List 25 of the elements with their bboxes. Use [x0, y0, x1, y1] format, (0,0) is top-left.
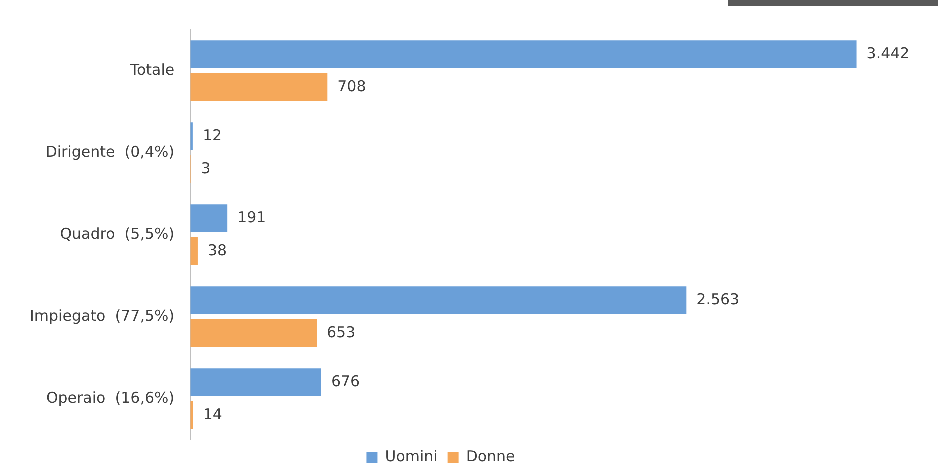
data-label: 14 [203, 405, 222, 424]
y-tick-label: Dirigente (0,4%) [46, 142, 175, 161]
bar [190, 237, 198, 266]
legend-label: Uomini [385, 447, 438, 466]
bar [190, 204, 228, 233]
bar [190, 319, 317, 348]
legend-label: Donne [466, 447, 516, 466]
y-tick-label: Totale [129, 60, 175, 79]
data-label: 191 [238, 208, 266, 226]
data-label: 2.563 [696, 290, 740, 308]
data-label: 38 [208, 241, 228, 260]
bar [190, 286, 687, 315]
data-label: 12 [202, 126, 222, 144]
bar [190, 40, 857, 69]
y-tick-label: Operaio (16,6%) [46, 388, 175, 407]
bar [190, 401, 194, 430]
y-tick-label: Quadro (5,5%) [60, 224, 175, 243]
data-label: 653 [326, 323, 356, 342]
bar [190, 73, 328, 102]
y-tick-label: Impiegato (77,5%) [30, 306, 175, 325]
data-label: 3.442 [866, 44, 910, 62]
data-label: 708 [338, 77, 366, 96]
data-label: 3 [201, 159, 211, 178]
data-label: 676 [331, 372, 360, 390]
bar [190, 368, 322, 397]
